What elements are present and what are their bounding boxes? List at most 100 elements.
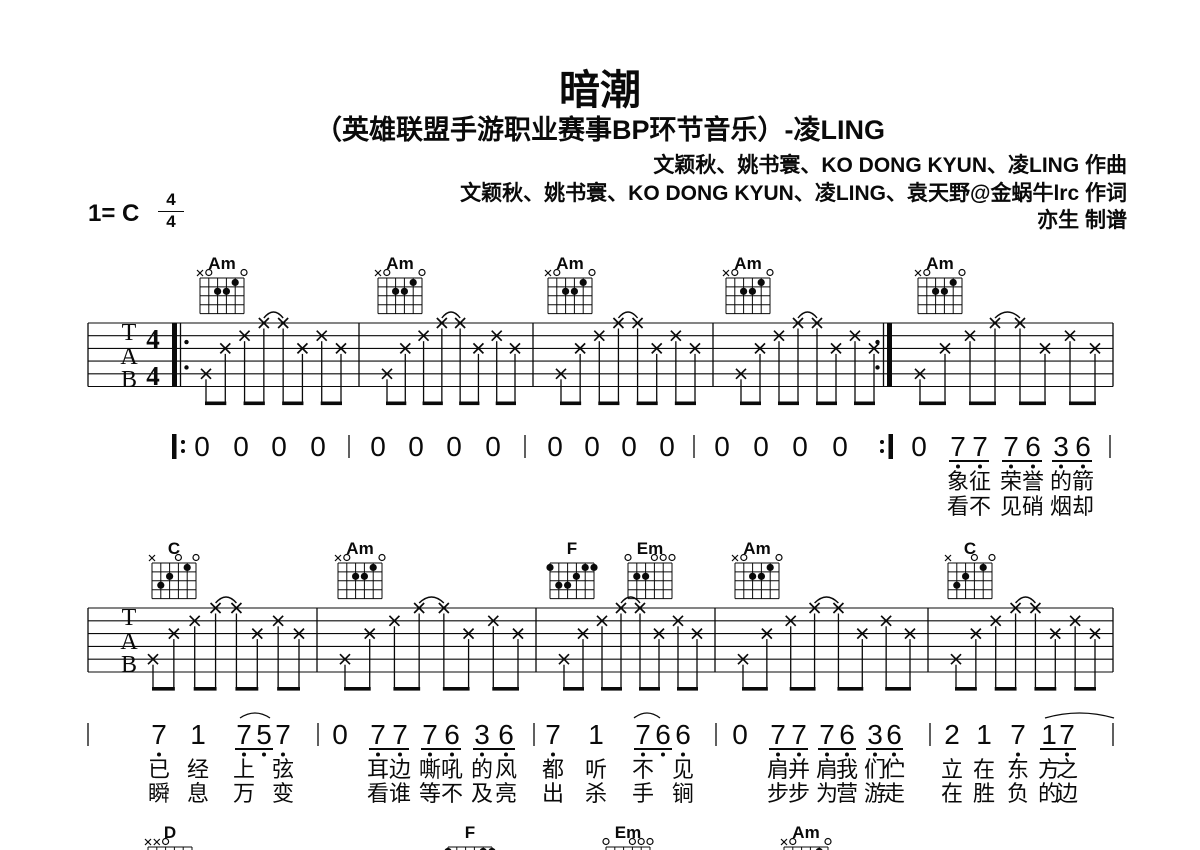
x-notehead [574, 342, 586, 355]
eighth-beam [601, 687, 622, 691]
finger-dot [231, 278, 239, 287]
octave-dot [504, 752, 508, 757]
open-string-icon [988, 553, 996, 562]
x-notehead [735, 368, 747, 380]
tie-arc [418, 596, 445, 604]
eighth-beam [243, 401, 265, 406]
octave-dot [845, 752, 849, 757]
x-notehead [785, 615, 797, 627]
tab-letter-t: T [122, 605, 137, 631]
lyric-char: 看 [367, 781, 389, 806]
lyric-char: 誉 [1022, 469, 1044, 494]
lyric-char: 耳 [367, 757, 389, 782]
muted-string-icon [722, 269, 730, 277]
open-string-icon [824, 837, 832, 846]
x-notehead [653, 627, 665, 640]
eighth-beam [994, 687, 1017, 691]
x-notehead [512, 627, 524, 640]
open-string-icon [205, 268, 213, 277]
octave-dot [956, 464, 960, 469]
x-notehead [689, 342, 701, 355]
eighth-beam [639, 687, 660, 691]
jianpu-note: 2 [944, 719, 960, 750]
lyric-char: 肩 [816, 757, 838, 782]
lyric-char: 边 [389, 757, 411, 782]
lyric-char: 变 [272, 781, 294, 806]
lyric-char: 步 [788, 781, 810, 806]
jianpu-note: 6 [655, 719, 671, 750]
lyric-char: 的 [471, 757, 493, 782]
lyric-char: 出 [542, 781, 564, 806]
jianpu-note: 0 [621, 431, 637, 462]
jianpu-line-1: 0 0 0 0 0 0 0 0 0 0 0 0 0 0 0 0 0 7 7 7 6 3 6象征荣誉的箭看不见硝烟却 [172, 431, 1111, 519]
x-notehead [272, 615, 284, 627]
lyric-char: 东 [1007, 757, 1029, 782]
x-notehead [491, 330, 503, 342]
eighth-beam [816, 401, 837, 406]
finger-dot [562, 287, 570, 295]
key-signature: 1= C [88, 200, 140, 227]
jianpu-note: 6 [675, 719, 691, 750]
chord-name: Am [743, 539, 770, 558]
x-notehead [792, 317, 804, 329]
eighth-beam [778, 401, 799, 406]
tab-letter-b: B [121, 652, 137, 678]
x-notehead [1089, 627, 1101, 640]
lyric-char: 不 [969, 494, 991, 519]
jianpu-repeat-start [172, 434, 177, 459]
x-notehead [1089, 342, 1101, 355]
octave-dot [262, 752, 266, 757]
jianpu-line-1-lyrics-row-2: 看不见硝烟却 [947, 494, 1094, 519]
x-notehead [462, 627, 475, 640]
x-notehead [413, 602, 425, 614]
x-notehead [438, 602, 450, 614]
jianpu-note: 7 [1010, 719, 1026, 750]
tie-arc [215, 596, 237, 604]
muted-string-icon [144, 838, 152, 846]
chord-diagram-d: D [144, 823, 193, 850]
eighth-beam [344, 687, 371, 691]
lyric-char: 弦 [272, 757, 294, 782]
x-notehead [472, 342, 485, 355]
lyric-char: 征 [969, 469, 991, 494]
jianpu-line-2-lyrics-row-1: 已经上弦耳边嘶吼的风都听不见肩并 肩我 们伫立在东方之 [148, 757, 1078, 782]
jianpu-note: 6 [886, 719, 902, 750]
x-notehead [990, 615, 1002, 627]
chord-diagram-am: Am [374, 254, 426, 315]
chord-name: Am [792, 823, 819, 842]
finger-dot [166, 572, 174, 580]
jianpu-note: 6 [498, 719, 514, 750]
x-notehead [808, 602, 821, 614]
tab-letter-a: A [120, 629, 138, 655]
x-notehead [335, 342, 347, 355]
finger-dot [766, 563, 774, 572]
eighth-beam [789, 687, 816, 691]
finger-dot [214, 287, 222, 295]
tab-letter-t: T [122, 320, 137, 346]
x-notehead [168, 627, 180, 640]
jianpu-note: 7 [770, 719, 786, 750]
x-notehead [558, 653, 570, 665]
eighth-beam [740, 401, 761, 406]
slur-arc [1044, 712, 1115, 719]
chord-diagram-c: C [944, 539, 996, 600]
jianpu-note: 0 [233, 431, 249, 462]
octave-dot [1009, 464, 1013, 469]
lyric-char: 胜 [973, 781, 995, 806]
x-notehead [577, 627, 589, 640]
tie-arc [994, 311, 1021, 319]
finger-dot [579, 278, 587, 287]
repeat-dot [181, 449, 185, 453]
x-notehead [773, 330, 785, 342]
open-string-icon [668, 553, 676, 562]
x-notehead [1009, 602, 1022, 614]
lyric-char: 听 [585, 757, 607, 782]
chord-diagram-em: Em [624, 539, 676, 600]
eighth-beam [955, 687, 977, 691]
finger-dot [642, 572, 650, 580]
finger-dot [757, 572, 766, 580]
lyric-char: 的 [1038, 781, 1060, 806]
eighth-beam [969, 401, 996, 406]
jianpu-note: 7 [370, 719, 386, 750]
open-string-icon [602, 837, 610, 846]
